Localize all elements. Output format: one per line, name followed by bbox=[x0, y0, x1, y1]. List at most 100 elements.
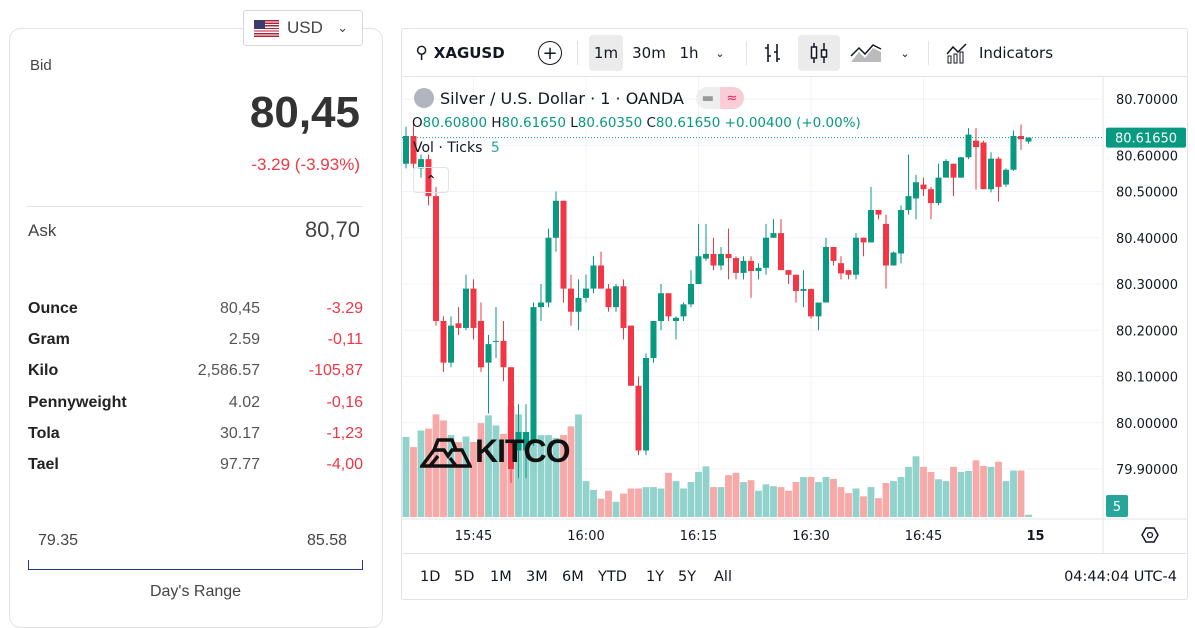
range-5y[interactable]: 5Y bbox=[678, 569, 697, 585]
minus-icon[interactable]: ▬ bbox=[695, 87, 720, 109]
volume-value: 5 bbox=[490, 140, 500, 156]
volume-bar bbox=[447, 435, 455, 517]
range-6m[interactable]: 6M bbox=[562, 569, 584, 585]
volume-bar bbox=[770, 486, 777, 517]
volume-bar bbox=[642, 487, 650, 517]
unit-row: Gram 2.59 -0,11 bbox=[28, 331, 363, 355]
candle-body bbox=[470, 288, 477, 328]
volume-bar bbox=[560, 435, 567, 517]
candle-body bbox=[748, 260, 754, 272]
range-1y[interactable]: 1Y bbox=[646, 569, 665, 585]
candle-body bbox=[553, 200, 559, 238]
indicators-label: Indicators bbox=[978, 44, 1054, 62]
symbol-label: XAGUSD bbox=[433, 44, 505, 62]
candle-body bbox=[448, 325, 454, 363]
divider bbox=[746, 41, 747, 65]
candle-body bbox=[523, 432, 529, 451]
candle-body bbox=[950, 163, 957, 178]
chevron-down-icon: ⌄ bbox=[337, 20, 348, 35]
volume-bar bbox=[927, 471, 935, 517]
price-chart[interactable]: 80.70000 80.60000 80.50000 80.40000 80.30000… bbox=[402, 29, 1188, 600]
ohlc-readout: O80.60800 H80.61650 L80.60350 C80.61650 … bbox=[412, 115, 861, 131]
candle-body bbox=[688, 284, 694, 305]
candle-body bbox=[425, 159, 432, 197]
low-value: 80.60350 bbox=[577, 115, 643, 131]
candle-body bbox=[1025, 137, 1032, 142]
range-1m[interactable]: 1M bbox=[490, 569, 512, 585]
unit-name: Gram bbox=[28, 331, 70, 349]
volume-label: Vol · Ticks bbox=[413, 140, 483, 156]
last-price-label: 80.61650 bbox=[1115, 132, 1177, 147]
volume-bar bbox=[755, 490, 762, 517]
candle-body bbox=[905, 196, 912, 210]
volume-bar bbox=[455, 442, 462, 517]
candle-body bbox=[433, 196, 439, 321]
time-tick-label: 16:15 bbox=[680, 529, 717, 544]
range-3m[interactable]: 3M bbox=[526, 569, 548, 585]
volume-bar bbox=[867, 487, 875, 517]
candle-body bbox=[635, 385, 642, 451]
symbol-search[interactable]: ⚲ XAGUSD bbox=[410, 35, 510, 71]
unit-row: Ounce 80,45 -3.29 bbox=[28, 300, 363, 324]
range-low: 79.35 bbox=[38, 532, 79, 549]
range-high: 85.58 bbox=[307, 532, 348, 549]
range-all[interactable]: All bbox=[714, 569, 732, 585]
range-ytd[interactable]: YTD bbox=[598, 569, 627, 585]
currency-dropdown[interactable]: USD ⌄ bbox=[243, 10, 363, 46]
volume-bar bbox=[882, 482, 890, 517]
candle-body bbox=[478, 321, 484, 368]
chart-type-chevron-icon[interactable]: ⌄ bbox=[900, 46, 910, 60]
kitco-logo-icon bbox=[420, 437, 472, 468]
volume-bar bbox=[830, 478, 837, 517]
candle-body bbox=[725, 253, 732, 259]
interval-dropdown-chevron-icon[interactable]: ⌄ bbox=[715, 46, 725, 60]
collapse-legend-button[interactable]: ⌃ bbox=[413, 167, 449, 193]
bid-price: 80,45 bbox=[249, 88, 360, 137]
price-tick-label: 80.40000 bbox=[1116, 232, 1178, 247]
compare-button[interactable]: + bbox=[535, 35, 565, 71]
range-1d[interactable]: 1D bbox=[420, 569, 441, 585]
bar-chart-type-icon[interactable] bbox=[756, 35, 790, 71]
volume-bar bbox=[747, 480, 755, 517]
volume-bar bbox=[500, 433, 507, 517]
time-tick-label: 15 bbox=[1026, 529, 1044, 544]
area-chart-type-icon[interactable] bbox=[848, 35, 884, 71]
indicators-button[interactable]: Indicators bbox=[938, 35, 1060, 71]
candle-body bbox=[658, 293, 664, 321]
price-tick-label: 80.60000 bbox=[1116, 150, 1178, 165]
candle-body bbox=[718, 253, 724, 266]
candle-body bbox=[740, 260, 747, 273]
volume-bar bbox=[672, 481, 680, 517]
range-label: Day's Range bbox=[149, 583, 242, 600]
interval-1m[interactable]: 1m bbox=[589, 35, 623, 71]
close-value: 80.61650 bbox=[655, 115, 721, 131]
unit-value: 4.02 bbox=[228, 393, 260, 411]
chart-legend: Silver / U.S. Dollar · 1 · OANDA ▬ ≈ bbox=[414, 87, 744, 109]
settings-icon[interactable] bbox=[1141, 527, 1159, 543]
unit-name: Kilo bbox=[28, 362, 59, 380]
wave-icon[interactable]: ≈ bbox=[719, 87, 744, 109]
candle-body bbox=[830, 247, 837, 261]
volume-bar bbox=[485, 415, 492, 517]
plus-circle-icon: + bbox=[538, 41, 562, 65]
unit-name: Pennyweight bbox=[28, 393, 127, 411]
candle-body bbox=[958, 157, 964, 178]
candle-body bbox=[628, 325, 634, 386]
candle-body bbox=[808, 289, 814, 317]
candle-body bbox=[845, 270, 852, 275]
time-tick-label: 16:30 bbox=[792, 529, 829, 544]
interval-1h[interactable]: 1h bbox=[679, 44, 699, 62]
bid-label: Bid bbox=[30, 57, 52, 74]
candle-body bbox=[673, 317, 679, 321]
price-tick-label: 80.50000 bbox=[1116, 186, 1178, 201]
watermark-text: KITCO bbox=[475, 433, 571, 469]
volume-bar bbox=[920, 466, 927, 517]
volume-bar bbox=[762, 484, 770, 517]
candle-body bbox=[785, 270, 792, 275]
interval-30m[interactable]: 30m bbox=[632, 44, 666, 62]
range-5d[interactable]: 5D bbox=[454, 569, 475, 585]
candles-chart-type-icon[interactable] bbox=[798, 35, 840, 71]
ask-label: Ask bbox=[28, 221, 57, 240]
volume-bar bbox=[710, 487, 717, 517]
unit-change: -3.29 bbox=[326, 300, 363, 317]
